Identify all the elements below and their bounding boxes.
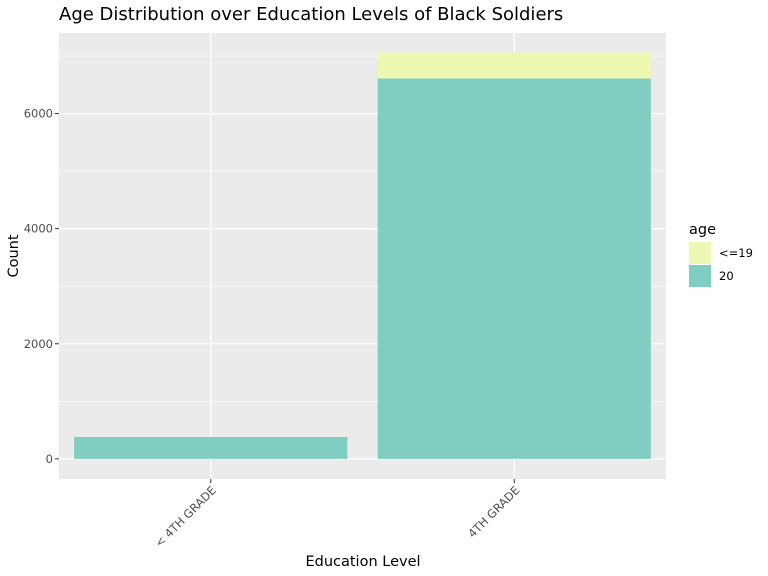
legend-label: <=19	[719, 246, 753, 260]
bar-segment	[74, 436, 348, 459]
x-tick-label: < 4TH GRADE	[152, 483, 219, 550]
y-axis: 0 2000 4000 6000	[24, 107, 59, 466]
legend-label: 20	[719, 269, 734, 283]
y-tick-label: 6000	[24, 107, 53, 121]
y-tick-label: 2000	[24, 337, 53, 351]
chart-title: Age Distribution over Education Levels o…	[59, 4, 563, 25]
bar-segment	[377, 78, 651, 459]
bars	[74, 52, 651, 459]
legend-key	[689, 242, 711, 264]
legend-key	[689, 265, 711, 287]
y-tick-label: 0	[46, 452, 53, 466]
x-axis: < 4TH GRADE 4TH GRADE	[152, 479, 522, 550]
bar-segment	[377, 52, 651, 79]
x-tick-label: 4TH GRADE	[465, 483, 522, 540]
x-axis-title: Education Level	[305, 554, 420, 570]
legend: age<=19 20	[689, 222, 753, 287]
y-axis-title: Count	[6, 234, 22, 277]
legend-title: age	[689, 222, 716, 238]
y-tick-label: 4000	[24, 222, 53, 236]
